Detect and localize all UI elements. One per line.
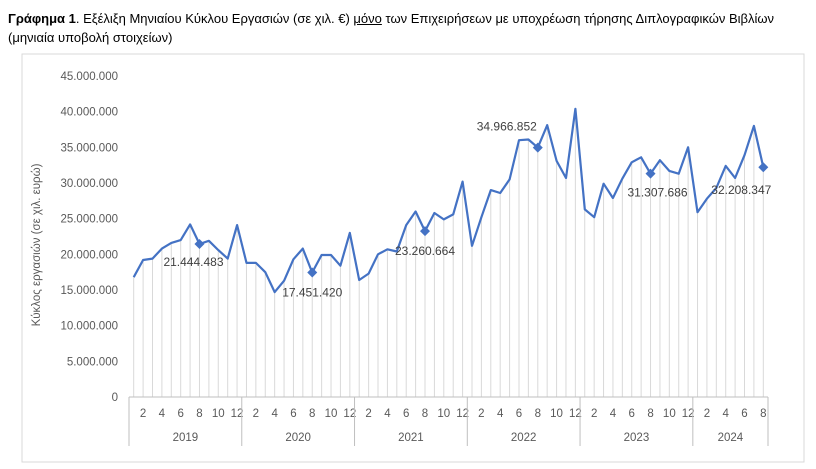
- chart-caption: Γράφημα 1. Εξέλιξη Μηνιαίου Κύκλου Εργασ…: [8, 9, 808, 47]
- data-label: 17.451.420: [282, 286, 342, 300]
- month-tick-label: 8: [309, 408, 315, 420]
- month-tick-label: 6: [629, 408, 635, 420]
- data-label: 32.208.347: [711, 183, 771, 197]
- year-tick-label: 2021: [398, 432, 424, 444]
- y-axis-ticks: 0 5.000.000 10.000.000 15.000.000 20.000.000…: [60, 71, 118, 404]
- caption-text-2: των Επιχειρήσεων με υποχρέωση τήρησης Δι…: [8, 11, 775, 45]
- month-tick-label: 2: [478, 408, 484, 420]
- y-tick-label: 30.000.000: [60, 178, 118, 190]
- data-point-marker: [645, 168, 656, 179]
- month-tick-label: 10: [550, 408, 563, 420]
- caption-lead: Γράφημα 1: [8, 11, 76, 26]
- y-tick-label: 35.000.000: [60, 142, 118, 154]
- y-tick-label: 0: [112, 392, 118, 404]
- y-tick-label: 25.000.000: [60, 214, 118, 226]
- drop-lines: [133, 108, 764, 397]
- month-tick-label: 2: [365, 408, 371, 420]
- data-point-marker: [758, 162, 769, 173]
- month-tick-label: 12: [343, 408, 356, 420]
- year-tick-label: 2020: [285, 432, 311, 444]
- month-tick-label: 2: [253, 408, 259, 420]
- month-tick-label: 12: [682, 408, 695, 420]
- month-tick-label: 12: [569, 408, 582, 420]
- month-tick-label: 10: [325, 408, 338, 420]
- month-tick-label: 8: [760, 408, 766, 420]
- month-tick-label: 8: [647, 408, 653, 420]
- data-labels: 21.444.483 17.451.420 23.260.664 34.966.852…: [163, 120, 771, 300]
- year-tick-label: 2024: [718, 432, 744, 444]
- month-tick-label: 6: [290, 408, 296, 420]
- month-tick-label: 6: [177, 408, 183, 420]
- caption-text: . Εξέλιξη Μηνιαίου Κύκλου Εργασιών (σε χ…: [75, 11, 354, 26]
- data-point-marker: [420, 226, 431, 237]
- month-tick-label: 4: [723, 408, 730, 420]
- month-tick-label: 8: [422, 408, 428, 420]
- data-label: 23.260.664: [395, 244, 455, 258]
- data-point-marker: [532, 142, 543, 153]
- month-tick-label: 4: [610, 408, 617, 420]
- y-tick-label: 45.000.000: [60, 71, 118, 83]
- caption-underlined: μόνο: [353, 11, 382, 26]
- data-point-marker: [307, 267, 318, 278]
- chart-frame: [21, 53, 805, 463]
- year-tick-label: 2022: [511, 432, 537, 444]
- month-tick-label: 10: [663, 408, 676, 420]
- month-tick-label: 8: [196, 408, 202, 420]
- data-point-marker: [194, 239, 205, 250]
- y-axis-label: Κύκλος εργασιών (σε χιλ. ευρώ): [31, 163, 43, 326]
- month-tick-label: 2: [140, 408, 146, 420]
- month-tick-label: 6: [403, 408, 409, 420]
- y-tick-label: 15.000.000: [60, 285, 118, 297]
- month-tick-label: 6: [516, 408, 522, 420]
- month-tick-label: 2: [591, 408, 597, 420]
- series-line-group: [132, 107, 765, 294]
- data-label: 34.966.852: [477, 120, 537, 134]
- month-tick-label: 4: [159, 408, 166, 420]
- month-tick-label: 4: [497, 408, 504, 420]
- month-tick-label: 6: [741, 408, 747, 420]
- data-label: 31.307.686: [628, 186, 688, 200]
- data-label: 21.444.483: [163, 255, 223, 269]
- month-tick-label: 4: [271, 408, 278, 420]
- y-tick-label: 5.000.000: [67, 356, 118, 368]
- month-tick-label: 10: [437, 408, 450, 420]
- y-tick-label: 20.000.000: [60, 249, 118, 261]
- month-tick-label: 12: [231, 408, 244, 420]
- month-tick-label: 10: [212, 408, 225, 420]
- series-line: [132, 107, 765, 294]
- y-tick-label: 10.000.000: [60, 321, 118, 333]
- year-tick-label: 2023: [624, 432, 650, 444]
- month-tick-label: 2: [704, 408, 710, 420]
- year-tick-label: 2019: [173, 432, 199, 444]
- y-tick-label: 40.000.000: [60, 107, 118, 119]
- month-tick-label: 8: [535, 408, 541, 420]
- month-tick-label: 12: [456, 408, 469, 420]
- month-tick-label: 4: [384, 408, 391, 420]
